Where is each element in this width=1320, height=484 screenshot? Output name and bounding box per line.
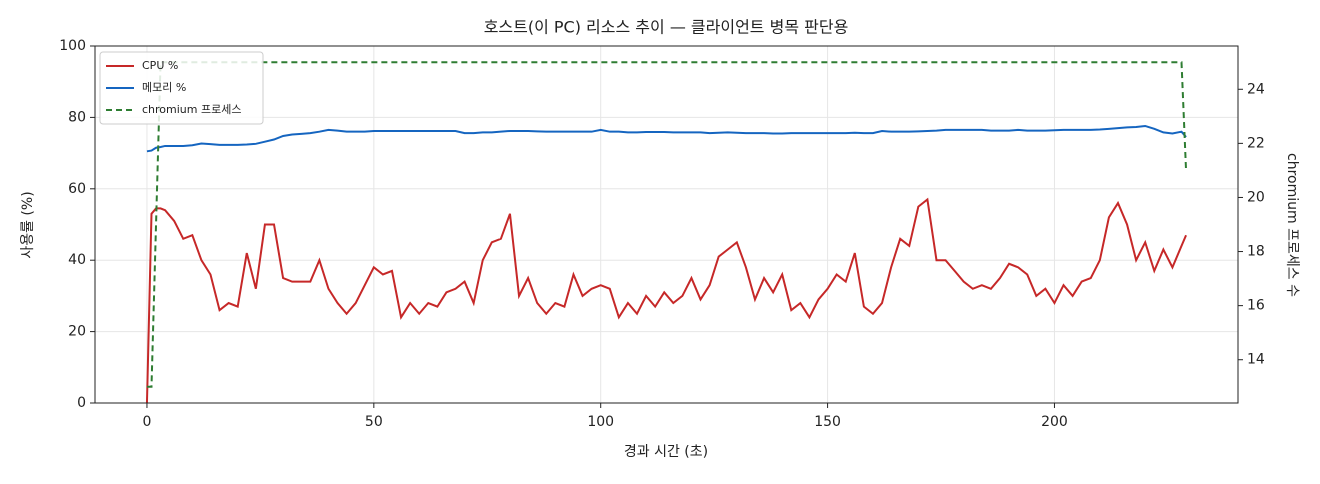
legend-label: 메모리 % <box>142 81 186 94</box>
y-tick-label: 20 <box>68 324 86 340</box>
legend-label: CPU % <box>142 59 178 72</box>
y2-tick-label: 18 <box>1247 244 1265 260</box>
x-tick-label: 50 <box>365 414 383 430</box>
y2-axis-label: chromium 프로세스 수 <box>1284 153 1300 297</box>
y2-tick-label: 22 <box>1247 135 1265 151</box>
data-line <box>145 197 1187 404</box>
y-tick-label: 0 <box>77 395 86 411</box>
data-line <box>146 124 1187 153</box>
y2-tick-label: 14 <box>1247 352 1265 368</box>
legend-label: chromium 프로세스 <box>142 103 241 116</box>
y-axis-label: 사용률 (%) <box>20 191 36 258</box>
y2-tick-label: 20 <box>1247 189 1265 205</box>
x-tick-label: 150 <box>814 414 841 430</box>
chart-title: 호스트(이 PC) 리소스 추이 — 클라이언트 병목 판단용 <box>484 18 849 37</box>
x-tick-label: 200 <box>1041 414 1068 430</box>
x-tick-label: 0 <box>142 414 151 430</box>
y-tick-label: 80 <box>68 109 86 125</box>
data-line <box>146 61 1188 388</box>
y2-tick-label: 24 <box>1247 81 1265 97</box>
legend: CPU % 메모리 % chromium 프로세스 <box>99 51 264 125</box>
legend-box <box>99 51 264 125</box>
x-tick-label: 100 <box>587 414 614 430</box>
y2-tick-label: 16 <box>1247 298 1265 314</box>
plot-frame <box>94 45 1239 404</box>
x-axis-label: 경과 시간 (초) <box>624 444 708 460</box>
y-tick-label: 100 <box>59 38 86 54</box>
y-tick-label: 40 <box>68 252 86 268</box>
y-tick-label: 60 <box>68 181 86 197</box>
